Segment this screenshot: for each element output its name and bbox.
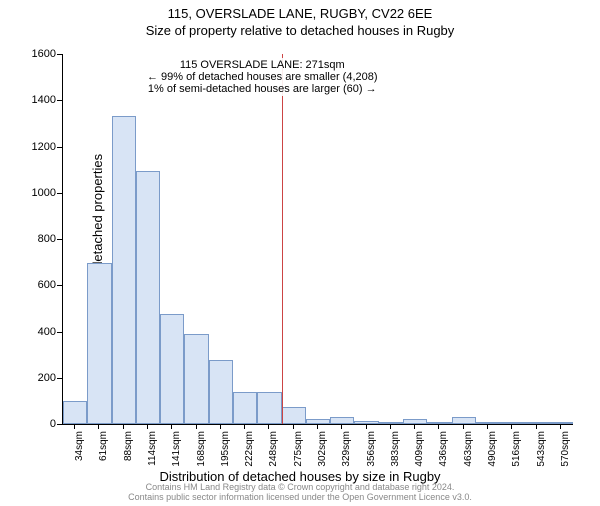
x-tick-mark xyxy=(196,424,197,429)
y-tick-label: 1200 xyxy=(16,141,56,153)
x-tick-mark xyxy=(487,424,488,429)
x-tick-mark xyxy=(220,424,221,429)
y-tick-mark xyxy=(57,332,62,333)
y-tick-mark xyxy=(57,54,62,55)
y-tick-label: 0 xyxy=(16,418,56,430)
plot-area: 115 OVERSLADE LANE: 271sqm← 99% of detac… xyxy=(62,54,573,425)
x-tick-mark xyxy=(74,424,75,429)
y-tick-label: 200 xyxy=(16,372,56,384)
x-tick-mark xyxy=(511,424,512,429)
y-tick-label: 400 xyxy=(16,326,56,338)
x-tick-mark xyxy=(268,424,269,429)
histogram-bar xyxy=(549,422,573,424)
histogram-bar xyxy=(524,422,548,424)
x-tick-mark xyxy=(536,424,537,429)
histogram-bar xyxy=(452,417,476,424)
x-tick-mark xyxy=(560,424,561,429)
x-tick-mark xyxy=(171,424,172,429)
histogram-bar xyxy=(257,392,281,424)
y-tick-mark xyxy=(57,285,62,286)
histogram-bar xyxy=(87,263,111,424)
histogram-bar xyxy=(330,417,354,424)
histogram-bar xyxy=(136,171,160,424)
annotation-line: 1% of semi-detached houses are larger (6… xyxy=(147,83,378,95)
histogram-bar xyxy=(63,401,87,424)
y-tick-mark xyxy=(57,424,62,425)
x-tick-mark xyxy=(244,424,245,429)
annotation-line: 115 OVERSLADE LANE: 271sqm xyxy=(147,59,378,71)
histogram-bar xyxy=(379,422,403,424)
y-tick-mark xyxy=(57,193,62,194)
y-tick-mark xyxy=(57,239,62,240)
histogram-bar xyxy=(427,422,451,424)
chart-title: 115, OVERSLADE LANE, RUGBY, CV22 6EE xyxy=(0,6,600,21)
y-tick-label: 1000 xyxy=(16,187,56,199)
annotation-line: ← 99% of detached houses are smaller (4,… xyxy=(147,71,378,83)
histogram-bar xyxy=(354,421,378,424)
footer-line-2: Contains public sector information licen… xyxy=(0,492,600,502)
x-tick-mark xyxy=(341,424,342,429)
histogram-bar xyxy=(112,116,136,424)
x-tick-mark xyxy=(147,424,148,429)
x-tick-mark xyxy=(366,424,367,429)
histogram-bar xyxy=(500,422,524,424)
y-tick-label: 800 xyxy=(16,233,56,245)
chart-subtitle: Size of property relative to detached ho… xyxy=(0,23,600,38)
x-tick-mark xyxy=(414,424,415,429)
footer-attribution: Contains HM Land Registry data © Crown c… xyxy=(0,482,600,502)
y-tick-mark xyxy=(57,100,62,101)
x-tick-mark xyxy=(98,424,99,429)
histogram-bar xyxy=(209,360,233,424)
footer-line-1: Contains HM Land Registry data © Crown c… xyxy=(0,482,600,492)
x-tick-mark xyxy=(123,424,124,429)
x-tick-mark xyxy=(463,424,464,429)
y-tick-label: 600 xyxy=(16,279,56,291)
y-tick-label: 1400 xyxy=(16,94,56,106)
y-tick-mark xyxy=(57,378,62,379)
property-size-chart: 115, OVERSLADE LANE, RUGBY, CV22 6EE Siz… xyxy=(0,6,600,506)
histogram-bar xyxy=(282,407,306,424)
x-tick-mark xyxy=(438,424,439,429)
x-tick-mark xyxy=(317,424,318,429)
property-marker-line xyxy=(282,54,283,424)
x-tick-mark xyxy=(293,424,294,429)
y-tick-mark xyxy=(57,147,62,148)
histogram-bar xyxy=(233,392,257,424)
histogram-bar xyxy=(184,334,208,424)
x-tick-mark xyxy=(390,424,391,429)
marker-annotation: 115 OVERSLADE LANE: 271sqm← 99% of detac… xyxy=(143,58,382,96)
histogram-bar xyxy=(403,419,427,424)
histogram-bar xyxy=(160,314,184,424)
y-tick-label: 1600 xyxy=(16,48,56,60)
